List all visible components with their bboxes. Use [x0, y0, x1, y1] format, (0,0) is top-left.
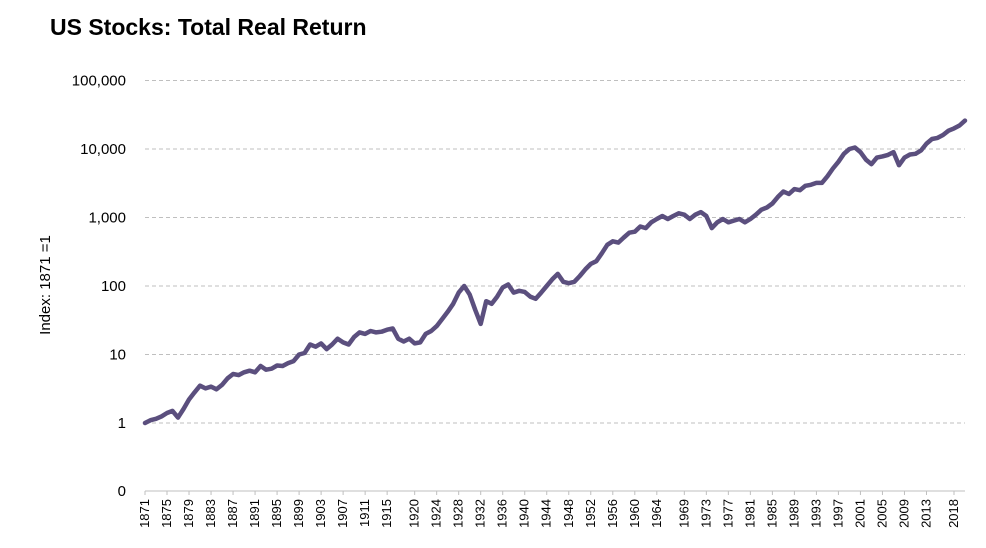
x-tick-label: 2013 — [918, 499, 933, 528]
x-tick-label: 1969 — [676, 499, 691, 528]
x-tick-label: 2001 — [852, 499, 867, 528]
y-tick-label: 100,000 — [72, 73, 126, 90]
x-tick-label: 1993 — [808, 499, 823, 528]
y-tick-label: 10 — [109, 347, 126, 364]
x-tick-label: 1879 — [181, 499, 196, 528]
x-tick-label: 1960 — [627, 499, 642, 528]
x-tick-label: 1920 — [407, 499, 422, 528]
series-line-total-real-return — [142, 118, 968, 426]
x-tick-label: 1875 — [159, 499, 174, 528]
x-tick-label: 1936 — [495, 499, 510, 528]
y-tick-label: 0 — [118, 483, 126, 500]
x-tick-label: 1895 — [269, 499, 284, 528]
x-tick-label: 1891 — [247, 499, 262, 528]
series-layer — [142, 118, 968, 426]
x-tick-label: 1964 — [649, 499, 664, 528]
x-tick-label: 2018 — [946, 499, 961, 528]
x-tick-label: 1948 — [561, 499, 576, 528]
x-tick-label: 1907 — [335, 499, 350, 528]
x-tick-label: 1915 — [379, 499, 394, 528]
x-tick-label: 1973 — [698, 499, 713, 528]
x-tick-label: 1952 — [583, 499, 598, 528]
x-tick-label: 1932 — [473, 499, 488, 528]
y-axis-label: Index: 1871 =1 — [37, 235, 54, 335]
x-tick-label: 1956 — [605, 499, 620, 528]
x-tick-label: 1997 — [830, 499, 845, 528]
gridlines — [145, 80, 965, 492]
x-tick-label: 1883 — [203, 499, 218, 528]
x-tick-label: 1977 — [720, 499, 735, 528]
x-axis-ticks: 1871 1875 1879 1883 1887 1891 1895 1899 1903 1907… — [137, 491, 961, 528]
x-tick-label: 1899 — [291, 499, 306, 528]
x-tick-label: 1944 — [539, 499, 554, 528]
x-tick-label: 1940 — [517, 499, 532, 528]
x-tick-label: 1985 — [764, 499, 779, 528]
x-tick-label: 1871 — [137, 499, 152, 528]
x-tick-label: 1911 — [357, 499, 372, 527]
y-tick-label: 10,000 — [80, 141, 126, 158]
x-tick-label: 1924 — [429, 499, 444, 528]
x-tick-label: 1981 — [742, 499, 757, 528]
y-tick-label: 100 — [101, 278, 126, 295]
y-tick-label: 1,000 — [88, 210, 126, 227]
x-tick-label: 1989 — [786, 499, 801, 528]
x-tick-label: 1928 — [451, 499, 466, 528]
y-axis-ticks: 0 1 10 100 1,000 10,000 100,000 — [72, 73, 126, 501]
x-tick-label: 1903 — [313, 499, 328, 528]
y-tick-label: 1 — [118, 415, 126, 432]
x-tick-label: 2005 — [874, 499, 889, 528]
x-tick-label: 2009 — [896, 499, 911, 528]
chart-title: US Stocks: Total Real Return — [50, 14, 367, 40]
x-tick-label: 1887 — [225, 499, 240, 528]
